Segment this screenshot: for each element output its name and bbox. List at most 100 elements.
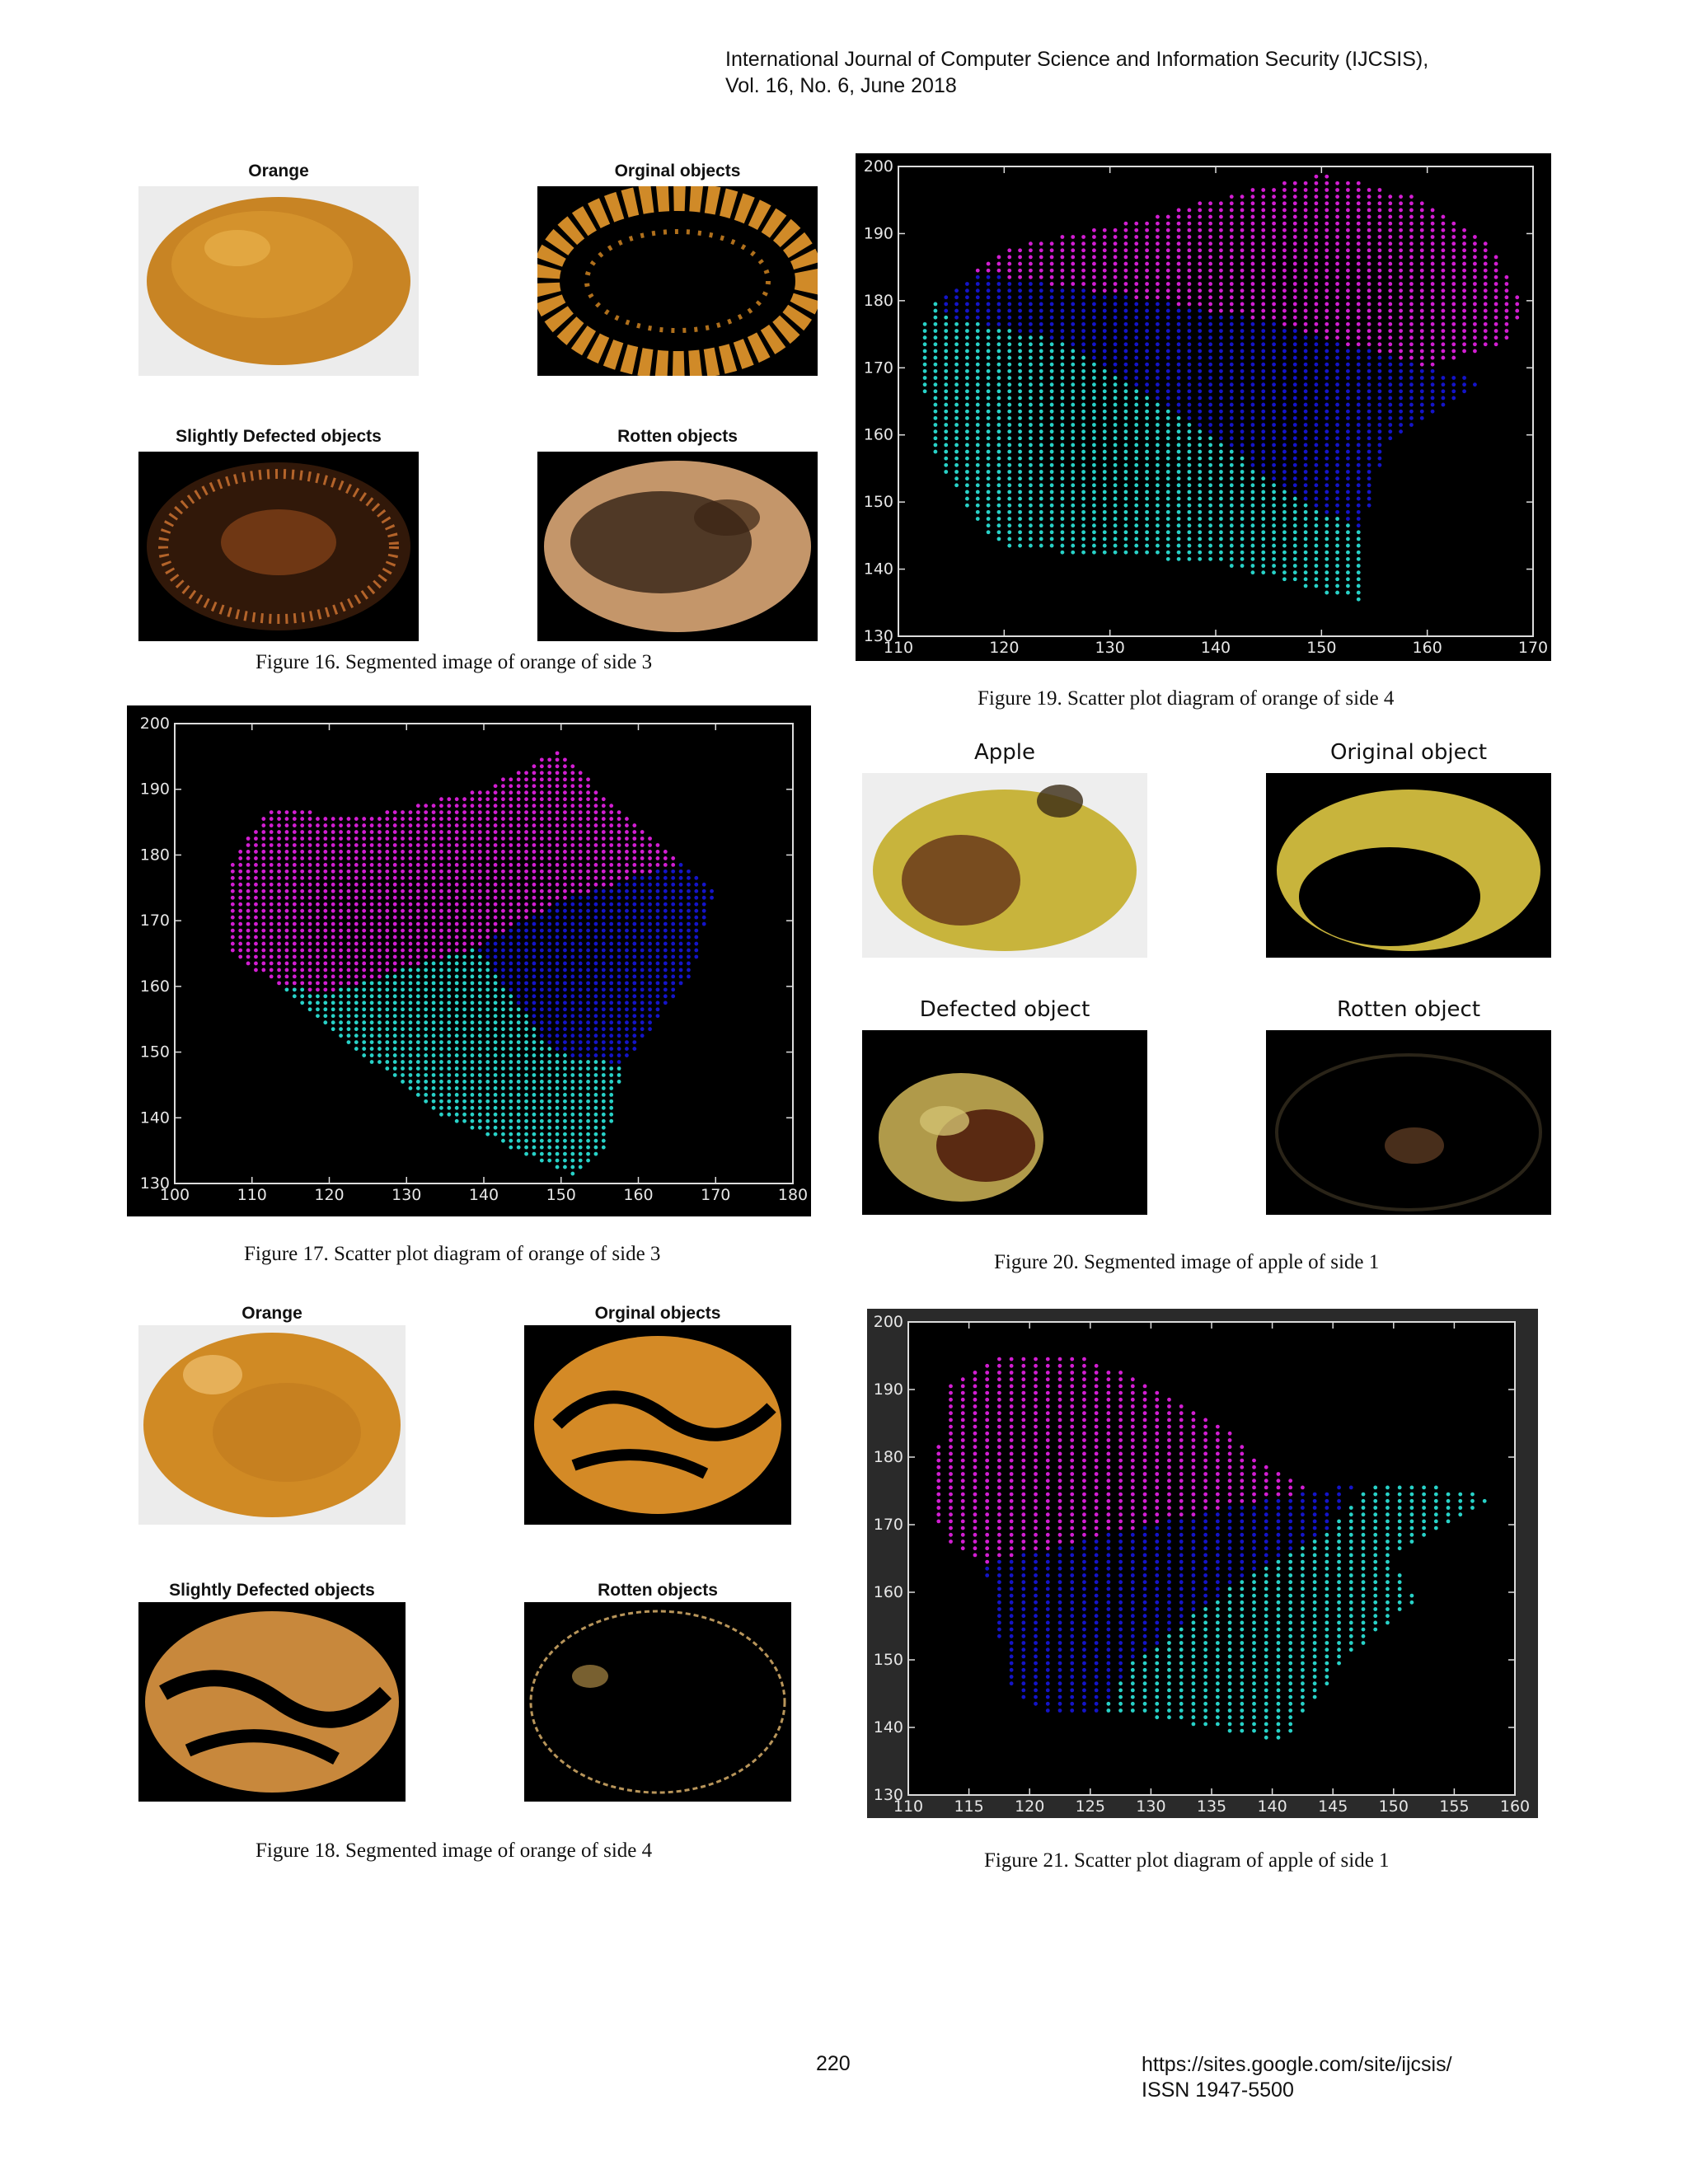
data-point — [238, 862, 243, 867]
data-point — [1060, 449, 1065, 454]
data-point — [965, 456, 969, 461]
data-point — [1462, 342, 1466, 347]
data-point — [1219, 227, 1223, 232]
data-point — [292, 908, 297, 913]
data-point — [307, 875, 312, 880]
data-point — [1134, 443, 1139, 448]
data-point — [1102, 496, 1107, 501]
data-point — [454, 869, 459, 874]
data-point — [1430, 274, 1435, 279]
data-point — [369, 862, 374, 867]
data-point — [1198, 409, 1203, 414]
data-point — [1325, 556, 1329, 561]
data-point — [362, 974, 367, 979]
data-point — [392, 856, 397, 860]
data-point — [424, 1014, 429, 1019]
data-point — [454, 974, 459, 979]
data-point — [385, 862, 390, 867]
data-point — [570, 902, 575, 907]
data-point — [415, 1066, 420, 1071]
data-point — [648, 1014, 652, 1019]
data-point — [431, 888, 436, 893]
data-point — [1165, 274, 1170, 279]
data-point — [447, 895, 452, 900]
data-point — [516, 1040, 521, 1045]
data-point — [493, 882, 498, 887]
data-point — [454, 1047, 459, 1051]
data-point — [648, 994, 652, 999]
data-point — [1292, 564, 1297, 568]
data-point — [284, 823, 289, 827]
data-point — [415, 908, 420, 913]
data-point — [377, 856, 382, 860]
data-point — [1071, 543, 1076, 548]
data-point — [593, 1145, 598, 1150]
data-point — [1240, 523, 1245, 528]
data-point — [648, 1007, 652, 1012]
data-point — [462, 1112, 467, 1117]
data-point — [1261, 295, 1266, 300]
data-point — [1029, 261, 1033, 266]
y-tick-label: 140 — [140, 1108, 170, 1127]
data-point — [1346, 509, 1350, 514]
data-point — [1335, 396, 1339, 401]
data-point — [563, 888, 567, 893]
data-point — [1102, 261, 1107, 266]
data-point — [625, 837, 629, 841]
data-point — [1261, 382, 1266, 387]
data-point — [1229, 194, 1234, 199]
data-point — [1208, 201, 1212, 206]
data-point — [284, 837, 289, 841]
data-point — [1092, 523, 1096, 528]
data-point — [1325, 583, 1329, 588]
data-point — [331, 981, 335, 986]
data-point — [1282, 537, 1287, 541]
data-point — [1198, 235, 1203, 239]
data-point — [563, 1138, 567, 1143]
data-point — [477, 869, 482, 874]
data-point — [1314, 208, 1319, 213]
data-point — [1060, 409, 1065, 414]
data-point — [1335, 509, 1339, 514]
data-point — [625, 948, 629, 953]
data-point — [485, 1033, 490, 1038]
data-point — [1156, 214, 1160, 219]
data-point — [1325, 355, 1329, 360]
data-point — [1123, 295, 1128, 300]
data-point — [1314, 180, 1319, 185]
data-point — [1303, 429, 1308, 434]
data-point — [532, 1073, 537, 1077]
data-point — [1145, 429, 1149, 434]
data-point — [470, 954, 475, 959]
data-point — [1123, 423, 1128, 427]
data-point — [1219, 490, 1223, 494]
data-point — [1123, 462, 1128, 467]
data-point — [1250, 517, 1255, 521]
data-point — [648, 968, 652, 972]
data-point — [532, 1033, 537, 1038]
data-point — [578, 888, 583, 893]
data-point — [1419, 415, 1424, 420]
data-point — [1388, 208, 1393, 213]
data-point — [1134, 288, 1139, 293]
data-point — [1039, 342, 1043, 347]
data-point — [1272, 268, 1276, 273]
data-point — [1282, 570, 1287, 575]
data-point — [307, 862, 312, 867]
data-point — [1145, 443, 1149, 448]
data-point — [401, 843, 405, 847]
y-tick-label: 190 — [864, 224, 893, 242]
data-point — [1272, 349, 1276, 354]
data-point — [1113, 342, 1118, 347]
data-point — [1018, 509, 1022, 514]
data-point — [439, 981, 443, 986]
data-point — [300, 895, 305, 900]
data-point — [408, 1014, 413, 1019]
data-point — [462, 928, 467, 933]
data-point — [1156, 335, 1160, 340]
data-point — [354, 981, 359, 986]
data-point — [415, 1086, 420, 1090]
data-point — [362, 895, 367, 900]
data-point — [415, 850, 420, 854]
data-point — [1325, 349, 1329, 354]
